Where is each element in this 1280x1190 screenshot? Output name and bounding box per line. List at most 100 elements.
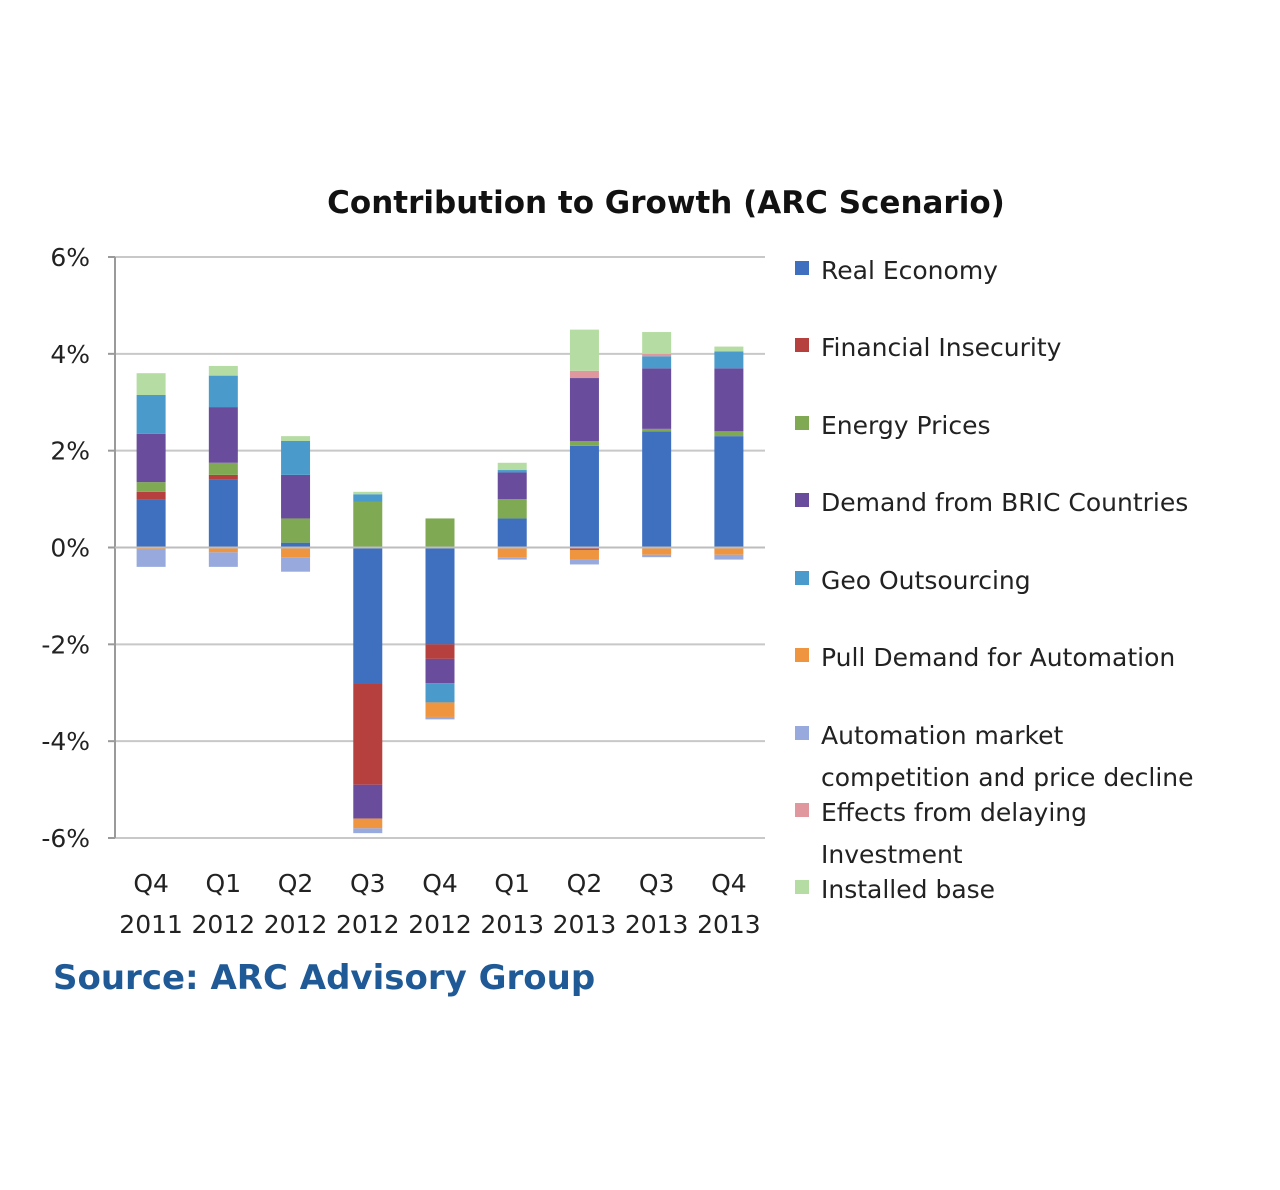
bar-segment <box>281 436 311 441</box>
y-tick-label: -4% <box>41 727 90 756</box>
bar-segment <box>569 547 599 550</box>
bar-segment <box>136 547 166 550</box>
x-tick-label: 2012 <box>264 910 328 939</box>
bar-segment <box>425 518 455 548</box>
bar-segment <box>353 491 383 495</box>
bar-segment <box>353 784 383 819</box>
legend-swatch <box>795 803 809 817</box>
bar-segment <box>714 346 744 352</box>
bar-segment <box>281 518 311 543</box>
x-tick-label: 2013 <box>480 910 544 939</box>
bar-segment <box>497 470 527 473</box>
x-tick-label: Q2 <box>278 869 314 898</box>
bar-segment <box>353 501 383 548</box>
bar-segment <box>425 547 455 645</box>
legend-swatch <box>795 880 809 894</box>
bar-segment <box>281 547 311 558</box>
bars <box>115 329 765 834</box>
legend-label: Automation market <box>821 721 1063 750</box>
legend: Real Economy Financial Insecurity Energy P… <box>795 256 1194 904</box>
bar-segment <box>642 368 672 429</box>
x-tick-label: 2013 <box>553 910 617 939</box>
x-tick-label: Q2 <box>567 869 603 898</box>
bar-segment <box>208 474 238 480</box>
bar-segment <box>569 549 599 560</box>
bar-segment <box>497 547 527 558</box>
x-tick-label: 2013 <box>625 910 689 939</box>
bar-segment <box>425 683 455 703</box>
bar-segment <box>136 373 166 395</box>
bar-segment <box>642 332 672 354</box>
legend-swatch <box>795 338 809 352</box>
legend-label: Financial Insecurity <box>821 333 1062 362</box>
y-tick-label: 0% <box>50 534 90 563</box>
bar-segment <box>425 702 455 717</box>
bar-segment <box>208 462 238 475</box>
bar-segment <box>714 431 744 437</box>
x-tick-label: 2013 <box>697 910 761 939</box>
bar-segment <box>642 554 672 558</box>
bar-segment <box>425 658 455 684</box>
x-tick-label: 2011 <box>119 910 183 939</box>
legend-swatch <box>795 726 809 740</box>
bar-segment <box>714 554 744 560</box>
bar-segment <box>281 474 311 519</box>
x-tick-label: Q4 <box>711 869 747 898</box>
bar-segment <box>642 431 672 548</box>
bar-segment <box>569 440 599 446</box>
legend-label: competition and price decline <box>821 763 1194 792</box>
x-tick-label: Q4 <box>133 869 169 898</box>
bar-segment <box>714 351 744 369</box>
bar-segment <box>497 499 527 519</box>
bar-segment <box>353 683 383 785</box>
bar-segment <box>497 518 527 548</box>
legend-label: Pull Demand for Automation <box>821 643 1175 672</box>
y-tick-label: 4% <box>50 340 90 369</box>
source-note: Source: ARC Advisory Group <box>53 958 595 998</box>
bar-segment <box>208 407 238 463</box>
legend-label: Investment <box>821 840 963 869</box>
bar-segment <box>569 370 599 379</box>
chart-title: Contribution to Growth (ARC Scenario) <box>327 185 1005 221</box>
bar-segment <box>208 479 238 548</box>
legend-swatch <box>795 648 809 662</box>
bar-segment <box>714 436 744 548</box>
bar-segment <box>136 499 166 548</box>
bar-segment <box>642 428 672 432</box>
bar-segment <box>497 557 527 560</box>
bar-segment <box>208 552 238 567</box>
bar-segment <box>353 547 383 684</box>
bar-segment <box>353 818 383 829</box>
bar-segment <box>353 828 383 834</box>
bar-segment <box>497 462 527 471</box>
x-tick-label: 2012 <box>336 910 400 939</box>
x-tick-label: Q4 <box>422 869 458 898</box>
bar-segment <box>569 378 599 441</box>
legend-label: Geo Outsourcing <box>821 566 1031 595</box>
legend-label: Effects from delaying <box>821 798 1087 827</box>
y-axis: 6% 4% 2% 0% -2% -4% -6% <box>41 243 116 853</box>
legend-label: Energy Prices <box>821 411 990 440</box>
bar-segment <box>353 494 383 502</box>
bar-segment <box>136 491 166 500</box>
bar-segment <box>281 440 311 475</box>
legend-label: Installed base <box>821 875 995 904</box>
bar-segment <box>569 329 599 371</box>
legend-swatch <box>795 493 809 507</box>
bar-segment <box>497 472 527 500</box>
x-tick-label: Q1 <box>206 869 242 898</box>
x-axis: Q4 2011 Q1 2012 Q2 2012 Q3 2012 Q4 2012 Q1 2013 Q2 20… <box>119 869 760 939</box>
bar-segment <box>136 549 166 567</box>
x-tick-label: 2012 <box>408 910 472 939</box>
y-tick-label: 2% <box>50 437 90 466</box>
bar-segment <box>281 542 311 548</box>
bar-segment <box>136 433 166 483</box>
bar-segment <box>714 368 744 432</box>
legend-label: Real Economy <box>821 256 998 285</box>
bar-segment <box>281 557 311 572</box>
x-tick-label: Q1 <box>494 869 530 898</box>
legend-swatch <box>795 261 809 275</box>
bar-segment <box>642 353 672 357</box>
y-tick-label: -6% <box>41 824 90 853</box>
